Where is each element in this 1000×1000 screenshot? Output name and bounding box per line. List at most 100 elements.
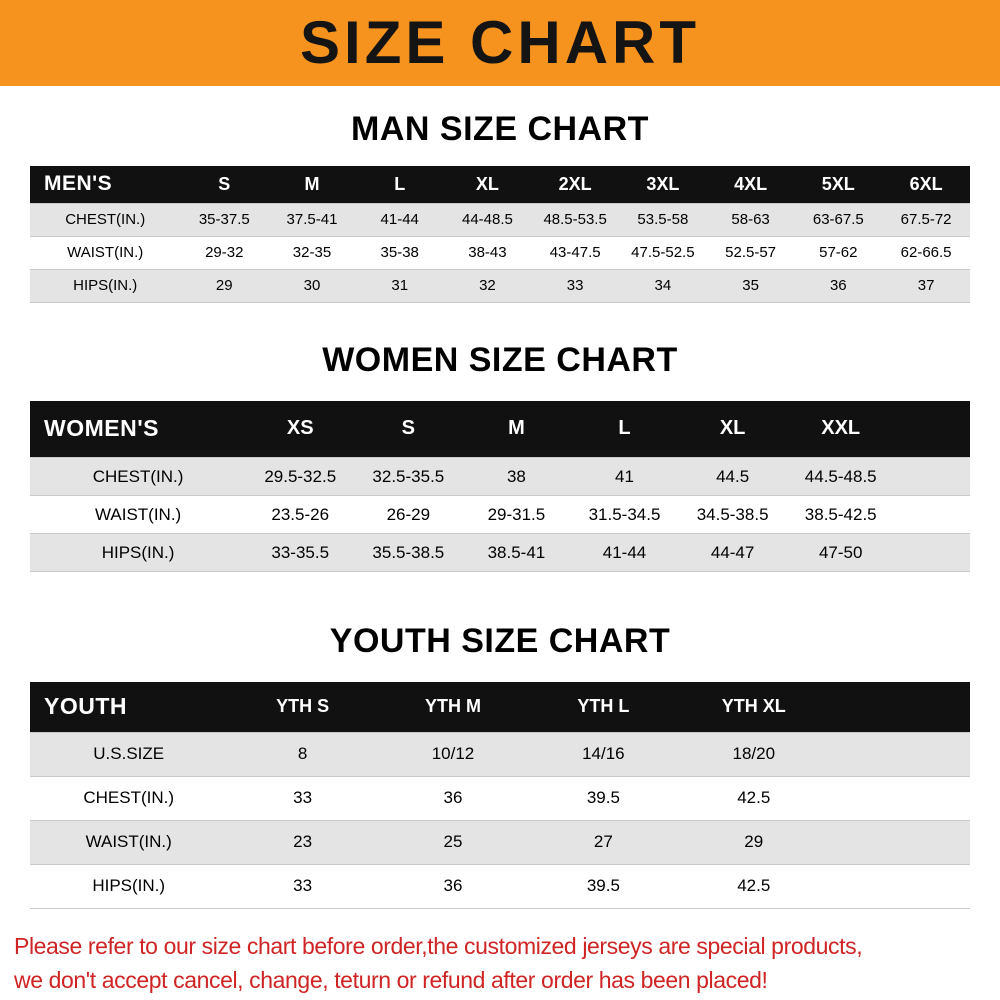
size-chart-title: SIZE CHART	[300, 9, 700, 76]
table-row: CHEST(IN.) 33 36 39.5 42.5	[30, 776, 970, 820]
row-label-cell: HIPS(IN.)	[92, 876, 166, 895]
value-cell: 26-29	[386, 504, 431, 524]
size-header-cell: L	[355, 166, 444, 203]
value-cell: 36	[829, 277, 847, 294]
women-size-chart-heading: WOMEN SIZE CHART	[322, 340, 678, 379]
value-cell: 8	[297, 744, 308, 763]
value-cell: 62-66.5	[900, 244, 952, 261]
value-cell: 29-31.5	[487, 504, 546, 524]
table-header-row: YOUTH YTH S YTH M YTH L YTH XL	[30, 682, 970, 732]
value-cell: 32-35	[292, 244, 332, 261]
size-header-cell: 5XL	[794, 166, 883, 203]
value-cell: 31	[391, 277, 409, 294]
table-row: CHEST(IN.) 35-37.5 37.5-41 41-44 44-48.5 48.5…	[30, 203, 970, 236]
value-cell: 42.5	[737, 788, 771, 807]
value-cell: 57-62	[819, 244, 858, 261]
size-header-cell: L	[570, 400, 679, 458]
value-cell: 33	[293, 876, 313, 895]
row-label-cell: WAIST(IN.)	[85, 832, 172, 851]
value-cell: 34.5-38.5	[696, 504, 769, 524]
row-label-cell: CHEST(IN.)	[83, 788, 175, 807]
value-cell: 35.5-38.5	[372, 542, 445, 562]
size-header-cell: M	[268, 166, 356, 203]
value-cell: 34	[654, 277, 672, 294]
value-cell: 25	[443, 832, 463, 851]
size-header-cell: XL	[678, 400, 787, 458]
value-cell: 39.5	[586, 788, 620, 807]
value-cell: 38	[506, 466, 526, 486]
value-cell: 33-35.5	[271, 542, 330, 562]
value-cell: 44.5-48.5	[804, 466, 877, 486]
row-label-cell: HIPS(IN.)	[73, 277, 138, 294]
spacer-cell	[895, 534, 970, 572]
value-cell: 38.5-42.5	[804, 504, 877, 524]
value-cell: 42.5	[737, 876, 771, 895]
table-row: HIPS(IN.) 33 36 39.5 42.5	[30, 864, 970, 908]
spacer-cell	[895, 496, 970, 534]
youth-size-table: YOUTH YTH S YTH M YTH L YTH XL U.S.SIZE 8 10/12…	[30, 682, 970, 909]
size-header-cell: YTH S	[227, 682, 378, 732]
table-title-cell: YOUTH	[30, 682, 228, 732]
value-cell: 37.5-41	[286, 211, 338, 228]
size-table: YOUTH YTH S YTH M YTH L YTH XL U.S.SIZE 8 10/12…	[30, 682, 970, 909]
value-cell: 36	[443, 788, 463, 807]
table-row: U.S.SIZE 8 10/12 14/16 18/20	[30, 732, 970, 776]
value-cell: 58-63	[731, 211, 770, 228]
size-header-cell: 6XL	[882, 166, 970, 203]
size-header-cell: 3XL	[619, 166, 707, 203]
value-cell: 47.5-52.5	[631, 244, 695, 261]
value-cell: 43-47.5	[549, 244, 601, 261]
table-title-cell: WOMEN'S	[30, 400, 247, 458]
value-cell: 33	[293, 788, 313, 807]
table-row: WAIST(IN.) 29-32 32-35 35-38 38-43 43-47.5 47.…	[30, 236, 970, 269]
value-cell: 38-43	[468, 244, 507, 261]
size-header-cell: 4XL	[706, 166, 795, 203]
size-header-cell: S	[180, 166, 269, 203]
value-cell: 38.5-41	[487, 542, 546, 562]
table-row: WAIST(IN.) 23 25 27 29	[30, 820, 970, 864]
value-cell: 52.5-57	[725, 244, 777, 261]
table-row: HIPS(IN.) 29 30 31 32 33 34 35 36 37	[30, 269, 970, 302]
disclaimer-line: we don't accept cancel, change, teturn o…	[14, 967, 768, 993]
table-title-cell: MEN'S	[30, 166, 181, 203]
row-label-cell: WAIST(IN.)	[94, 504, 182, 524]
table-header-row: MEN'S S M L XL 2XL 3XL 4XL 5XL 6XL	[30, 166, 970, 203]
spacer-cell	[829, 732, 970, 776]
size-table: MEN'S S M L XL 2XL 3XL 4XL 5XL 6XL CHEST(IN.) 35-37…	[30, 166, 970, 303]
value-cell: 14/16	[582, 744, 625, 763]
row-label-cell: CHEST(IN.)	[65, 211, 146, 228]
row-label-cell: U.S.SIZE	[93, 744, 165, 763]
value-cell: 44-48.5	[461, 211, 513, 228]
size-header-cell: S	[354, 400, 463, 458]
value-cell: 48.5-53.5	[543, 211, 607, 228]
value-cell: 44-47	[710, 542, 755, 562]
table-row: CHEST(IN.) 29.5-32.5 32.5-35.5 38 41 44.5 44.5…	[30, 457, 970, 496]
size-header-cell: YTH L	[528, 682, 679, 732]
value-cell: 53.5-58	[637, 211, 689, 228]
size-header-cell: XS	[246, 400, 355, 458]
value-cell: 23	[293, 832, 313, 851]
value-cell: 29	[215, 277, 233, 294]
value-cell: 36	[443, 876, 463, 895]
value-cell: 41-44	[380, 211, 419, 228]
size-header-cell: 2XL	[531, 166, 619, 203]
value-cell: 35-37.5	[198, 211, 250, 228]
value-cell: 30	[303, 277, 321, 294]
value-cell: 23.5-26	[271, 504, 330, 524]
spacer-cell	[829, 864, 970, 908]
value-cell: 37	[917, 277, 935, 294]
value-cell: 29-32	[205, 244, 244, 261]
youth-size-chart-heading: YOUTH SIZE CHART	[329, 622, 671, 660]
value-cell: 18/20	[732, 744, 776, 763]
row-label-cell: HIPS(IN.)	[101, 542, 175, 562]
size-header-cell: XXL	[786, 400, 895, 458]
value-cell: 27	[593, 832, 613, 851]
spacer-cell	[828, 682, 970, 732]
table-row: HIPS(IN.) 33-35.5 35.5-38.5 38.5-41 41-44 44-…	[30, 533, 970, 572]
size-chart-banner: SIZE CHART	[0, 0, 1000, 86]
spacer-cell	[894, 400, 970, 458]
men-size-table: MEN'S S M L XL 2XL 3XL 4XL 5XL 6XL CHEST(IN.) 35-37…	[30, 166, 970, 303]
value-cell: 32.5-35.5	[372, 466, 445, 486]
size-table: WOMEN'S XS S M L XL XXL CHEST(IN.) 29.5-32.5 32.5…	[30, 400, 970, 573]
